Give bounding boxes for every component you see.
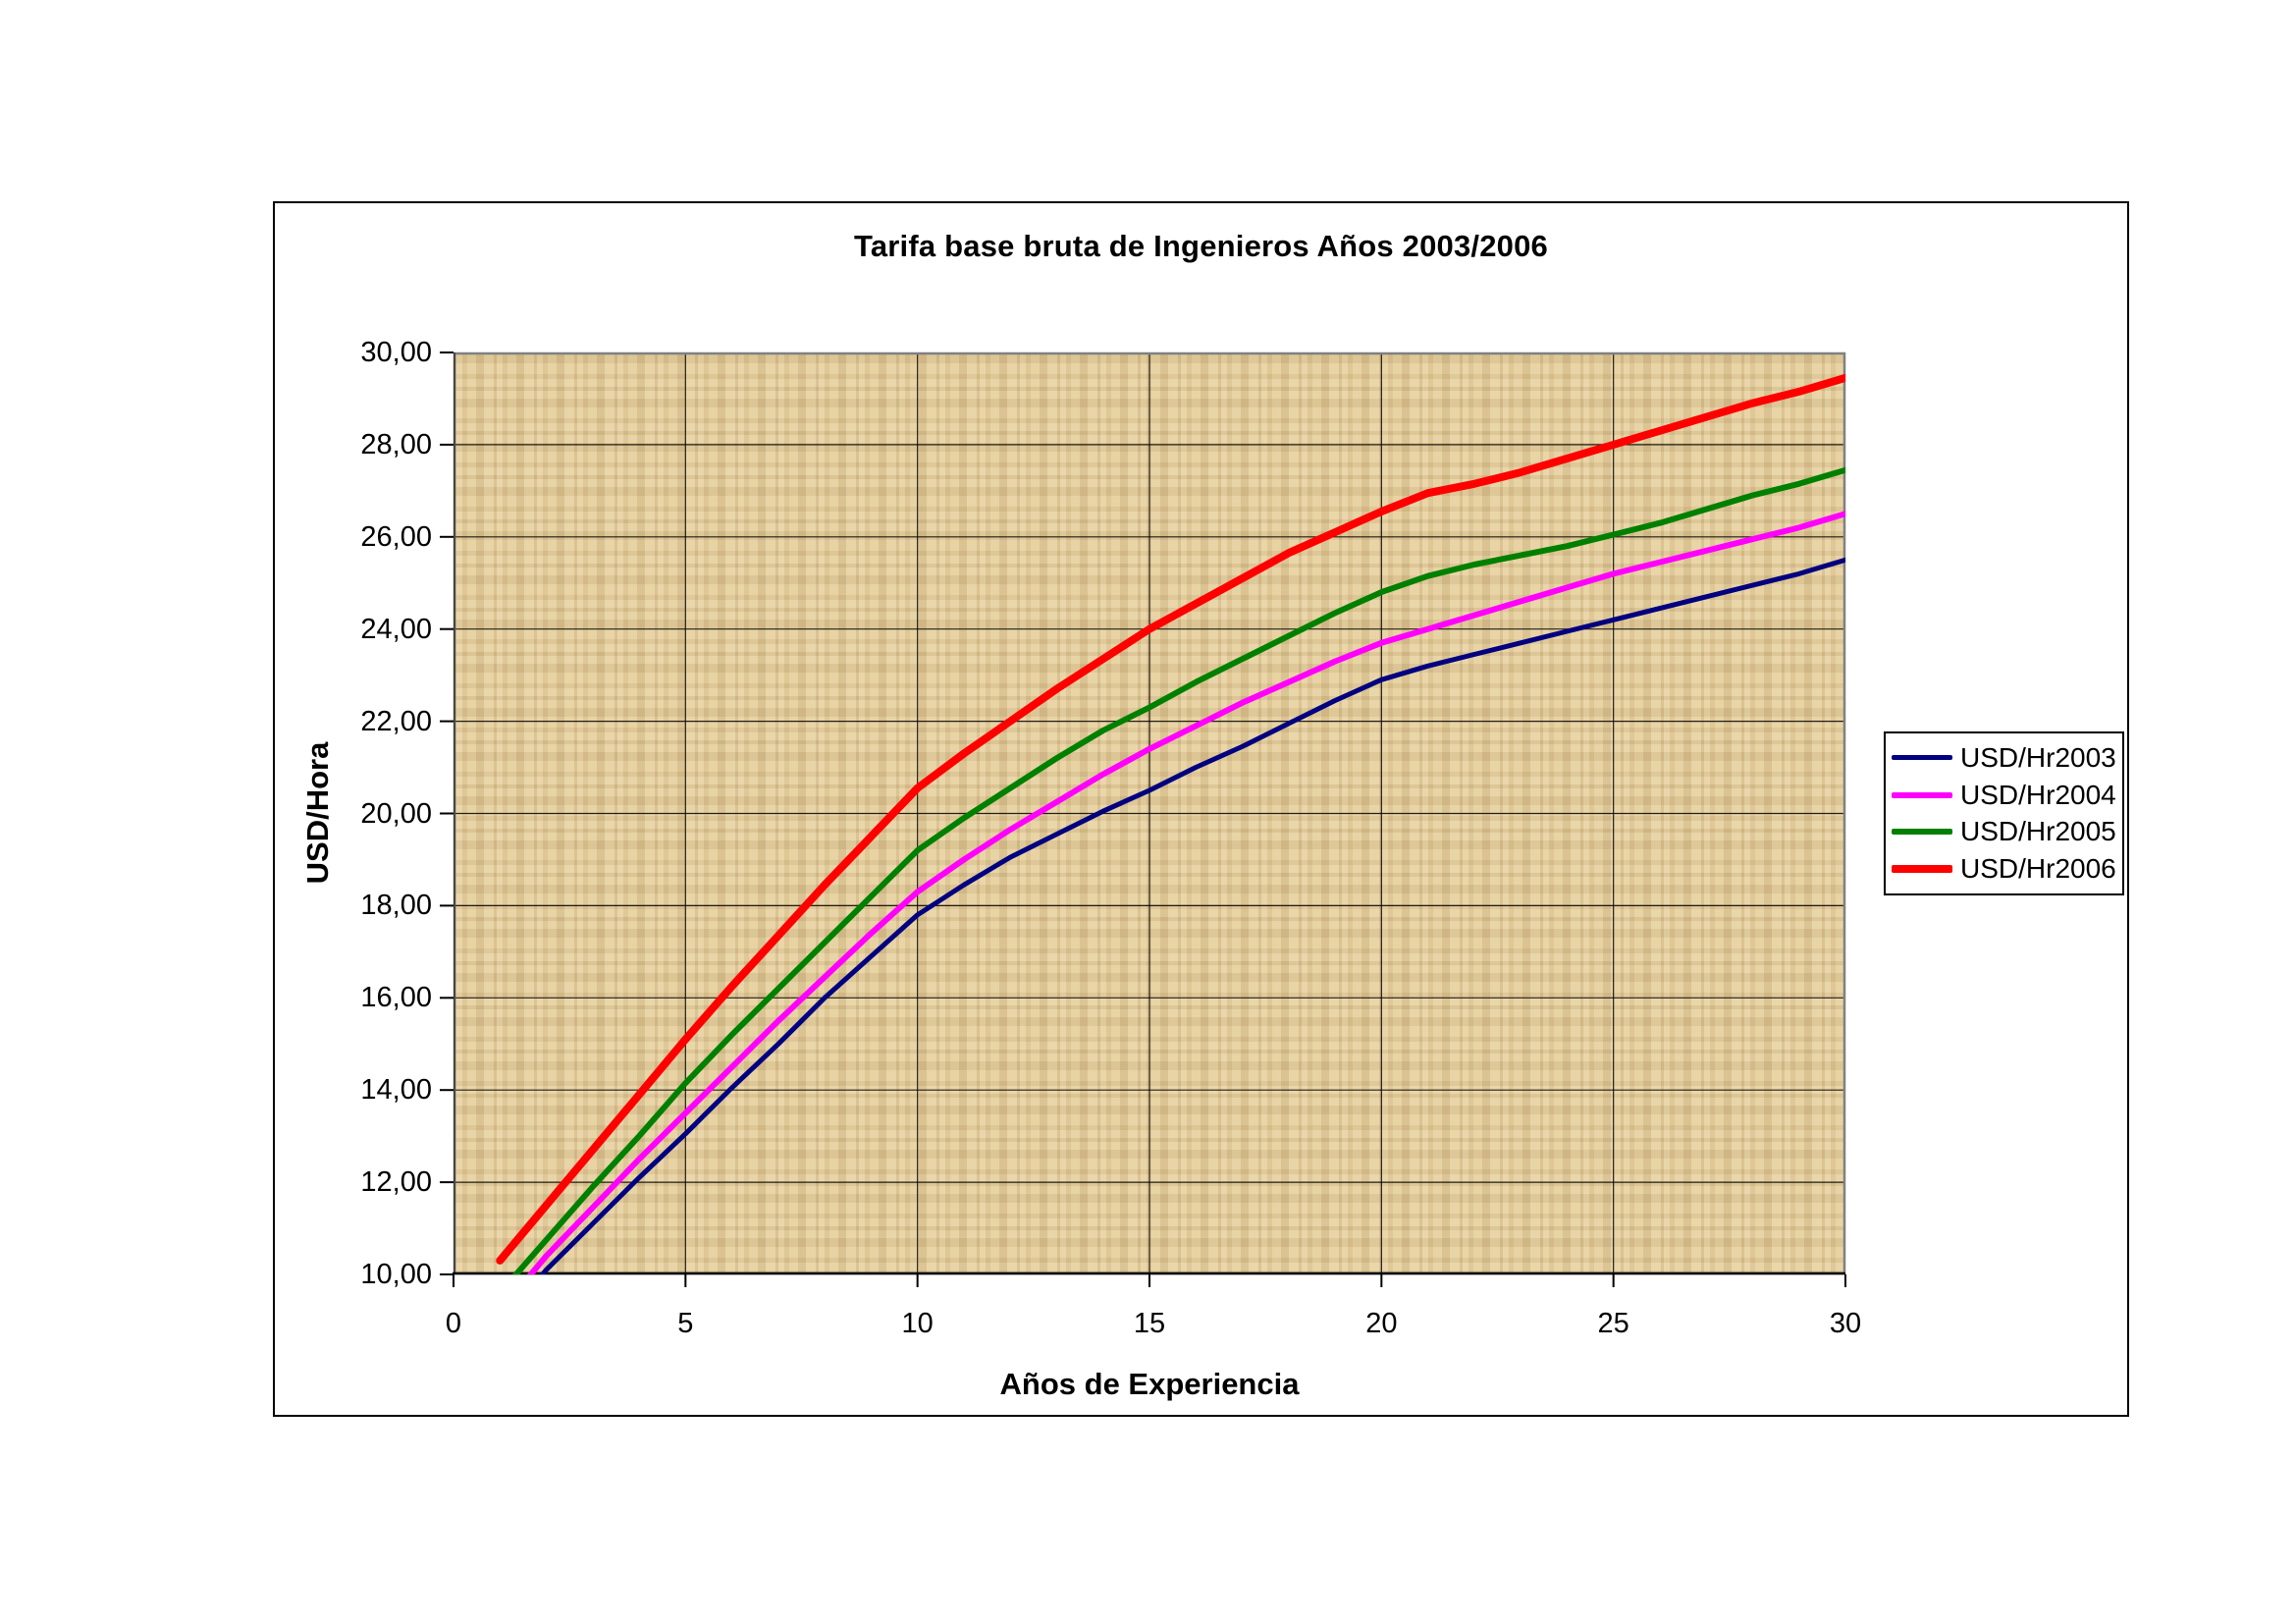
x-tick-label: 30 bbox=[1829, 1308, 1862, 1339]
y-tick-label: 12,00 bbox=[360, 1166, 432, 1199]
plot-area bbox=[440, 351, 1846, 1287]
y-tick-label: 26,00 bbox=[360, 520, 432, 553]
x-tick-label: 0 bbox=[445, 1308, 462, 1339]
legend-item: USD/Hr2005 bbox=[1892, 816, 2122, 847]
legend-line-swatch-2006 bbox=[1892, 865, 1952, 874]
legend: USD/Hr2003 USD/Hr2004 USD/Hr2005 USD/Hr2… bbox=[1884, 731, 2124, 895]
plot-svg bbox=[440, 351, 1846, 1287]
y-tick-label: 10,00 bbox=[360, 1259, 432, 1290]
x-tick-label: 15 bbox=[1133, 1308, 1166, 1339]
legend-label: USD/Hr2005 bbox=[1960, 816, 2116, 847]
series-line-2005 bbox=[511, 466, 1845, 1274]
y-tick-label: 18,00 bbox=[360, 890, 432, 922]
y-tick-label: 30,00 bbox=[360, 337, 432, 368]
y-tick-label: 20,00 bbox=[360, 797, 432, 830]
series-line-2003 bbox=[539, 557, 1845, 1274]
x-axis-title: Años de Experiencia bbox=[999, 1367, 1300, 1401]
y-tick-label: 16,00 bbox=[360, 982, 432, 1014]
legend-label: USD/Hr2003 bbox=[1960, 741, 2116, 773]
x-tick-label: 10 bbox=[901, 1308, 934, 1339]
series-line-2004 bbox=[526, 511, 1845, 1274]
y-tick-label: 14,00 bbox=[360, 1074, 432, 1107]
legend-line-swatch-2004 bbox=[1892, 791, 1952, 798]
legend-line-swatch-2005 bbox=[1892, 829, 1952, 836]
chart-title: Tarifa base bruta de Ingenieros Años 200… bbox=[854, 229, 1548, 263]
legend-item: USD/Hr2006 bbox=[1892, 853, 2122, 885]
legend-label: USD/Hr2004 bbox=[1960, 779, 2116, 810]
chart-frame: Tarifa base bruta de Ingenieros Años 200… bbox=[273, 201, 2129, 1417]
legend-label: USD/Hr2006 bbox=[1960, 853, 2116, 885]
x-tick-label: 20 bbox=[1365, 1308, 1398, 1339]
y-tick-label: 28,00 bbox=[360, 428, 432, 460]
legend-item: USD/Hr2003 bbox=[1892, 742, 2122, 774]
y-tick-label: 22,00 bbox=[360, 705, 432, 737]
y-tick-label: 24,00 bbox=[360, 613, 432, 645]
series-line-2006 bbox=[496, 373, 1845, 1265]
legend-line-swatch-2003 bbox=[1892, 755, 1952, 761]
x-tick-label: 25 bbox=[1597, 1308, 1629, 1339]
x-tick-label: 5 bbox=[677, 1308, 694, 1339]
legend-item: USD/Hr2004 bbox=[1892, 780, 2122, 811]
